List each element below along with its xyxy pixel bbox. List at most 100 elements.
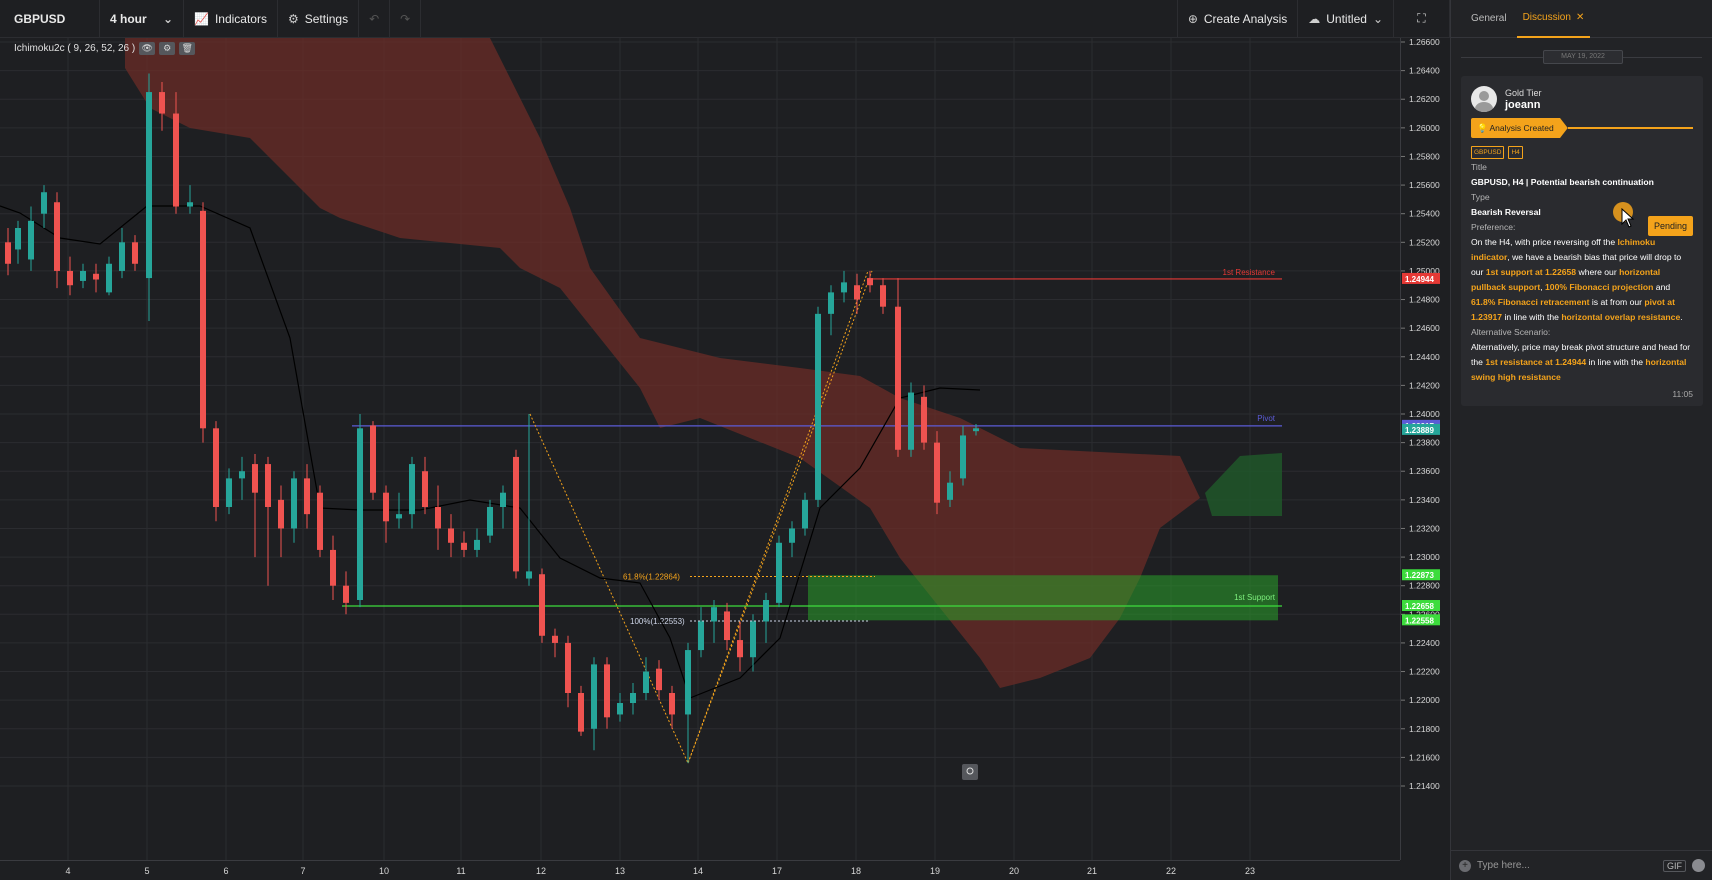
price-tick-label: 1.24600	[1409, 323, 1440, 333]
layout-selector[interactable]: ☁ Untitled ⌄	[1298, 0, 1394, 38]
price-tag-label: 1.23889	[1405, 426, 1434, 435]
price-tick-label: 1.25000	[1409, 266, 1440, 276]
candle-bear	[159, 92, 165, 114]
settings-label: Settings	[304, 11, 349, 26]
mouse-cursor-icon	[1621, 208, 1635, 228]
price-tag-label: 1.22558	[1405, 616, 1434, 625]
candle-bull	[41, 192, 47, 214]
price-tag	[1402, 423, 1440, 435]
message-composer: + Type here... GIF	[1451, 850, 1712, 880]
tab-general[interactable]: General	[1465, 0, 1513, 38]
candle-bear	[200, 210, 206, 429]
type-label: Type	[1471, 192, 1490, 202]
close-icon[interactable]: ✕	[1575, 12, 1585, 23]
price-tick-label: 1.23600	[1409, 466, 1440, 476]
redo-button[interactable]: ↷	[390, 0, 422, 38]
tab-discussion[interactable]: Discussion ✕	[1516, 0, 1591, 38]
candle-bear	[330, 549, 336, 586]
preference-label: Preference:	[1471, 222, 1516, 232]
highlight-text: horizontal swing high resistance	[1471, 357, 1687, 382]
plus-icon[interactable]: +	[1459, 859, 1471, 872]
price-tick-label: 1.23400	[1409, 495, 1440, 505]
candle-bear	[54, 202, 60, 271]
date-tick-label: 14	[693, 866, 703, 876]
price-tick-label: 1.22400	[1409, 638, 1440, 648]
create-analysis-button[interactable]: ⊕ Create Analysis	[1176, 0, 1299, 38]
trash-icon[interactable]: 🗑	[179, 42, 196, 55]
candle-bull	[711, 607, 717, 622]
ichimoku-cloud-bullish	[1205, 453, 1282, 516]
price-tag-label: 1.24944	[1405, 275, 1434, 284]
candle-bull	[789, 528, 795, 543]
settings-button[interactable]: ⚙ Settings	[278, 0, 360, 38]
date-tick-label: 11	[456, 866, 465, 876]
support-zone	[808, 575, 1278, 621]
candle-bull	[973, 428, 979, 432]
candle-bull	[815, 313, 821, 500]
gear-icon[interactable]: ⚙	[159, 42, 176, 55]
title-label: Title	[1471, 162, 1487, 172]
support-label: 1st Support	[1234, 593, 1276, 602]
gif-button[interactable]: GIF	[1663, 859, 1686, 872]
candle-bull	[146, 92, 152, 279]
analysis-title: GBPUSD, H4 | Potential bearish continuat…	[1471, 177, 1654, 187]
body-text: and	[1653, 282, 1671, 292]
candle-bear	[278, 499, 284, 529]
highlight-text: pivot at 1.23917	[1471, 297, 1675, 322]
candle-bull	[119, 242, 125, 271]
candle-bull	[487, 507, 493, 536]
layout-name-label: Untitled	[1326, 11, 1367, 26]
eye-icon[interactable]: 👁	[139, 42, 156, 55]
candle-bull	[750, 621, 756, 658]
highlight-text: 1st resistance at 1.24944	[1485, 357, 1587, 367]
candle-bear	[513, 456, 519, 572]
candle-bear	[737, 640, 743, 658]
candle-bull	[28, 220, 34, 260]
price-tick-label: 1.23800	[1409, 438, 1440, 448]
time-axis[interactable]: 4 5 6 7 10 11 12 13 14 17 18 19 20 21 22 23	[0, 860, 1400, 880]
date-tick-label: 12	[536, 866, 546, 876]
price-tick-label: 1.25600	[1409, 180, 1440, 190]
candle-bull	[698, 621, 704, 651]
price-axis[interactable]: 1.26600 1.26400 1.26200 1.26000 1.25800 1.256…	[1400, 37, 1450, 860]
candle-bull	[617, 703, 623, 715]
candle-bull	[187, 202, 193, 207]
message-input[interactable]: Type here...	[1477, 860, 1530, 871]
body-text: in line with the	[1586, 357, 1646, 367]
candle-bear	[422, 471, 428, 507]
price-tick-label: 1.26400	[1409, 66, 1440, 76]
candle-bear	[435, 507, 441, 529]
body-text: , we have a bearish bias that price will…	[1471, 252, 1682, 277]
analysis-card: Gold Tier joeann 💡 Analysis Created GBPU…	[1461, 76, 1703, 406]
candle-bull	[643, 671, 649, 693]
username[interactable]: joeann	[1505, 98, 1541, 111]
date-separator: MAY 19, 2022	[1451, 44, 1712, 70]
ichimoku-cloud-bearish	[125, 38, 1200, 688]
price-chart[interactable]: Ichimoku2c ( 9, 26, 52, 26 ) 👁 ⚙ 🗑 1st R…	[0, 38, 1400, 860]
pivot-label: Pivot	[1257, 414, 1276, 423]
date-tick-label: 22	[1166, 866, 1176, 876]
emoji-icon[interactable]	[1692, 859, 1705, 872]
analysis-type: Bearish Reversal	[1471, 207, 1541, 217]
analysis-panel: General Discussion ✕ MAY 19, 2022 Gold Ti…	[1450, 0, 1712, 880]
time-axis-canvas: 4 5 6 7 10 11 12 13 14 17 18 19 20 21 22 23	[65, 866, 1255, 876]
price-tick-label: 1.24000	[1409, 409, 1440, 419]
interval-selector[interactable]: 4 hour ⌄	[100, 0, 184, 38]
date-tick-label: 4	[65, 866, 70, 876]
tag-timeframe: H4	[1508, 145, 1523, 159]
alternative-label: Alternative Scenario:	[1471, 327, 1551, 337]
candle-bull	[474, 539, 480, 550]
fullscreen-button[interactable]: ⛶	[1394, 0, 1450, 38]
avatar[interactable]	[1471, 86, 1497, 112]
date-tick-label: 23	[1245, 866, 1255, 876]
date-label: MAY 19, 2022	[1543, 50, 1623, 64]
date-tick-label: 13	[615, 866, 625, 876]
status-badge[interactable]: Pending	[1647, 216, 1693, 236]
chart-canvas: 1st Resistance Pivot 1st Support 61.8%(1.22…	[0, 38, 1400, 860]
price-tag	[1402, 569, 1440, 581]
fib-swing-line	[529, 270, 869, 765]
symbol-selector[interactable]: GBPUSD	[0, 0, 100, 38]
undo-button[interactable]: ↶	[359, 0, 391, 38]
indicators-button[interactable]: 📈 Indicators	[184, 0, 278, 38]
lightbulb-marker	[962, 764, 978, 780]
